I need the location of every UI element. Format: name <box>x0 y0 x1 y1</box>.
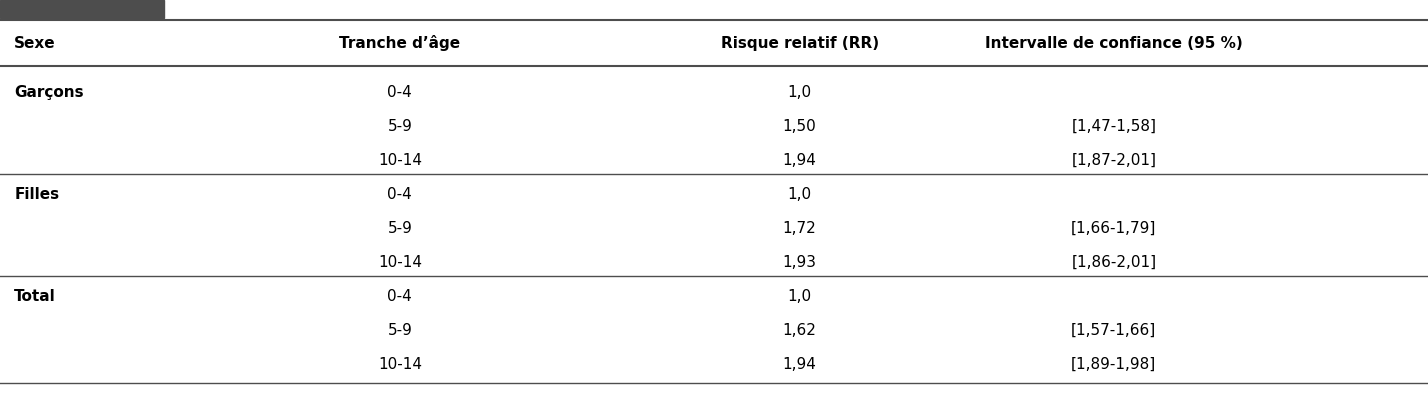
Text: 1,50: 1,50 <box>783 119 817 134</box>
Text: 1,62: 1,62 <box>783 323 817 338</box>
Text: [1,86-2,01]: [1,86-2,01] <box>1071 255 1157 270</box>
Text: 5-9: 5-9 <box>387 221 413 236</box>
Text: Risque relatif (RR): Risque relatif (RR) <box>721 35 878 50</box>
Text: Garçons: Garçons <box>14 85 84 100</box>
Text: [1,47-1,58]: [1,47-1,58] <box>1071 119 1157 134</box>
Text: 1,93: 1,93 <box>783 255 817 270</box>
Bar <box>0 0 164 18</box>
Text: 1,72: 1,72 <box>783 221 817 236</box>
Text: Sexe: Sexe <box>14 35 56 50</box>
Text: 1,0: 1,0 <box>788 289 811 304</box>
Text: Total: Total <box>14 289 56 304</box>
Text: 10-14: 10-14 <box>378 153 421 168</box>
Text: 10-14: 10-14 <box>378 357 421 372</box>
Text: [1,57-1,66]: [1,57-1,66] <box>1071 323 1157 338</box>
Text: 10-14: 10-14 <box>378 255 421 270</box>
Text: 0-4: 0-4 <box>387 289 413 304</box>
Text: Intervalle de confiance (95 %): Intervalle de confiance (95 %) <box>985 35 1242 50</box>
Text: Filles: Filles <box>14 187 60 202</box>
Text: 0-4: 0-4 <box>387 187 413 202</box>
Text: [1,66-1,79]: [1,66-1,79] <box>1071 221 1157 236</box>
Text: 1,0: 1,0 <box>788 85 811 100</box>
Text: [1,89-1,98]: [1,89-1,98] <box>1071 357 1157 372</box>
Text: 0-4: 0-4 <box>387 85 413 100</box>
Text: Tranche d’âge: Tranche d’âge <box>340 35 460 51</box>
Text: 1,94: 1,94 <box>783 153 817 168</box>
Text: [1,87-2,01]: [1,87-2,01] <box>1071 153 1157 168</box>
Text: 1,94: 1,94 <box>783 357 817 372</box>
Text: 5-9: 5-9 <box>387 119 413 134</box>
Text: 1,0: 1,0 <box>788 187 811 202</box>
Text: 5-9: 5-9 <box>387 323 413 338</box>
